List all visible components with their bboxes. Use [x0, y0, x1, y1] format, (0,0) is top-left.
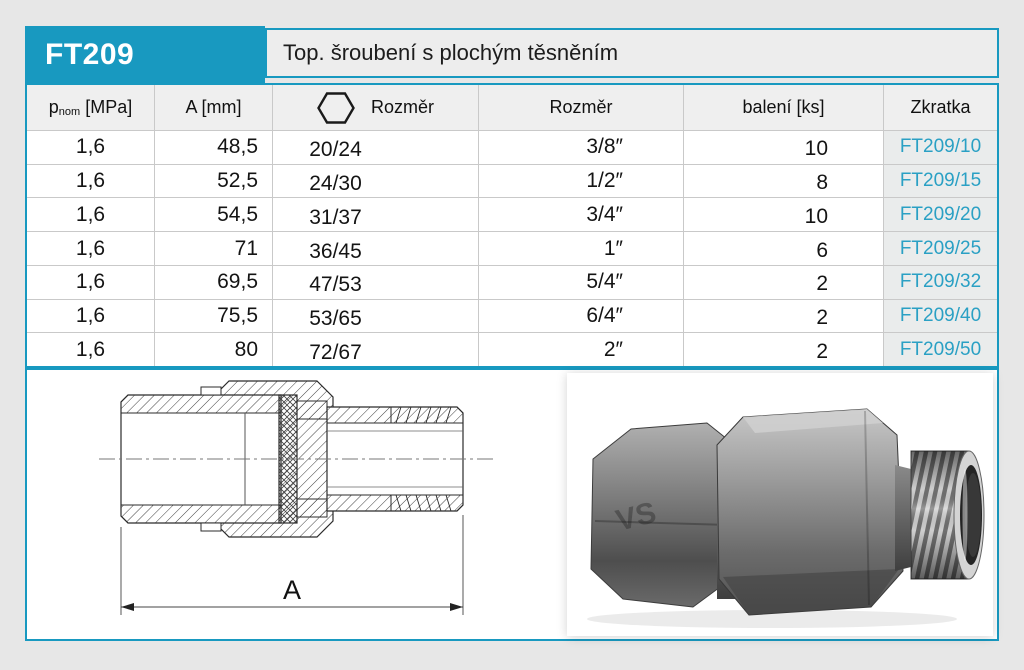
- cell-pack: 2: [684, 265, 884, 299]
- cell-size: 1/2″: [479, 164, 684, 198]
- table-row: 1,6 69,5 47/53 5/4″ 2 FT209/32: [27, 265, 997, 300]
- cell-size: 5/4″: [479, 265, 684, 299]
- column-header-pnom: p nom [MPa]: [27, 85, 155, 130]
- column-header-hex-rozmer: Rozměr: [273, 85, 479, 130]
- product-code-link[interactable]: FT209/10: [884, 131, 997, 164]
- cell-pnom: 1,6: [27, 131, 155, 164]
- product-code-link[interactable]: FT209/32: [884, 265, 997, 299]
- cell-size: 1″: [479, 232, 684, 265]
- cell-hex-size: 20/24: [273, 131, 479, 164]
- column-header-a-mm: A [mm]: [155, 85, 273, 130]
- cell-a-mm: 80: [155, 333, 273, 367]
- cell-size: 2″: [479, 333, 684, 367]
- product-photo: VS: [567, 373, 993, 636]
- cell-pnom: 1,6: [27, 265, 155, 299]
- cell-hex-size: 47/53: [273, 265, 479, 299]
- cell-pack: 10: [684, 131, 884, 164]
- cell-hex-size: 72/67: [273, 333, 479, 367]
- product-table: p nom [MPa] A [mm] Rozměr Rozměr balení [k…: [25, 83, 999, 368]
- cell-size: 3/8″: [479, 131, 684, 164]
- cell-pnom: 1,6: [27, 198, 155, 232]
- cell-size: 3/4″: [479, 198, 684, 232]
- product-code-badge: FT209: [25, 26, 265, 83]
- table-row: 1,6 71 36/45 1″ 6 FT209/25: [27, 232, 997, 266]
- table-header-row: p nom [MPa] A [mm] Rozměr Rozměr balení [k…: [27, 85, 997, 131]
- technical-drawing: A: [99, 380, 495, 615]
- cell-hex-size: 36/45: [273, 232, 479, 265]
- cell-pnom: 1,6: [27, 164, 155, 198]
- page-title: Top. šroubení s plochým těsněním: [265, 28, 999, 78]
- cell-hex-size: 53/65: [273, 299, 479, 333]
- cell-a-mm: 69,5: [155, 265, 273, 299]
- table-row: 1,6 80 72/67 2″ 2 FT209/50: [27, 333, 997, 367]
- cell-size: 6/4″: [479, 299, 684, 333]
- cell-pack: 8: [684, 164, 884, 198]
- dimension-a-label: A: [283, 575, 301, 605]
- cell-pack: 10: [684, 198, 884, 232]
- column-header-baleni: balení [ks]: [684, 85, 884, 130]
- pnom-symbol: p: [48, 97, 59, 117]
- cell-pack: 6: [684, 232, 884, 265]
- product-code-link[interactable]: FT209/50: [884, 333, 997, 367]
- product-code-link[interactable]: FT209/40: [884, 299, 997, 333]
- cell-pnom: 1,6: [27, 232, 155, 265]
- hexagon-icon: [317, 91, 355, 124]
- pnom-subscript: nom: [58, 105, 81, 118]
- cell-hex-size: 24/30: [273, 164, 479, 198]
- table-row: 1,6 54,5 31/37 3/4″ 10 FT209/20: [27, 198, 997, 233]
- cell-a-mm: 48,5: [155, 131, 273, 164]
- cell-hex-size: 31/37: [273, 198, 479, 232]
- cell-pnom: 1,6: [27, 333, 155, 367]
- figure-panel: A: [25, 368, 999, 641]
- cell-a-mm: 54,5: [155, 198, 273, 232]
- column-header-rozmer: Rozměr: [479, 85, 684, 130]
- cell-a-mm: 71: [155, 232, 273, 265]
- cell-a-mm: 52,5: [155, 164, 273, 198]
- product-code-link[interactable]: FT209/15: [884, 164, 997, 198]
- cell-a-mm: 75,5: [155, 299, 273, 333]
- cell-pack: 2: [684, 299, 884, 333]
- product-code-link[interactable]: FT209/20: [884, 198, 997, 232]
- column-header-zkratka: Zkratka: [910, 97, 971, 117]
- hex-rozmer-label: Rozměr: [370, 97, 434, 117]
- table-row: 1,6 52,5 24/30 1/2″ 8 FT209/15: [27, 164, 997, 199]
- cell-pnom: 1,6: [27, 299, 155, 333]
- product-code-link[interactable]: FT209/25: [884, 232, 997, 265]
- pnom-unit: [MPa]: [85, 97, 133, 117]
- cell-pack: 2: [684, 333, 884, 367]
- table-row: 1,6 75,5 53/65 6/4″ 2 FT209/40: [27, 299, 997, 334]
- table-row: 1,6 48,5 20/24 3/8″ 10 FT209/10: [27, 131, 997, 165]
